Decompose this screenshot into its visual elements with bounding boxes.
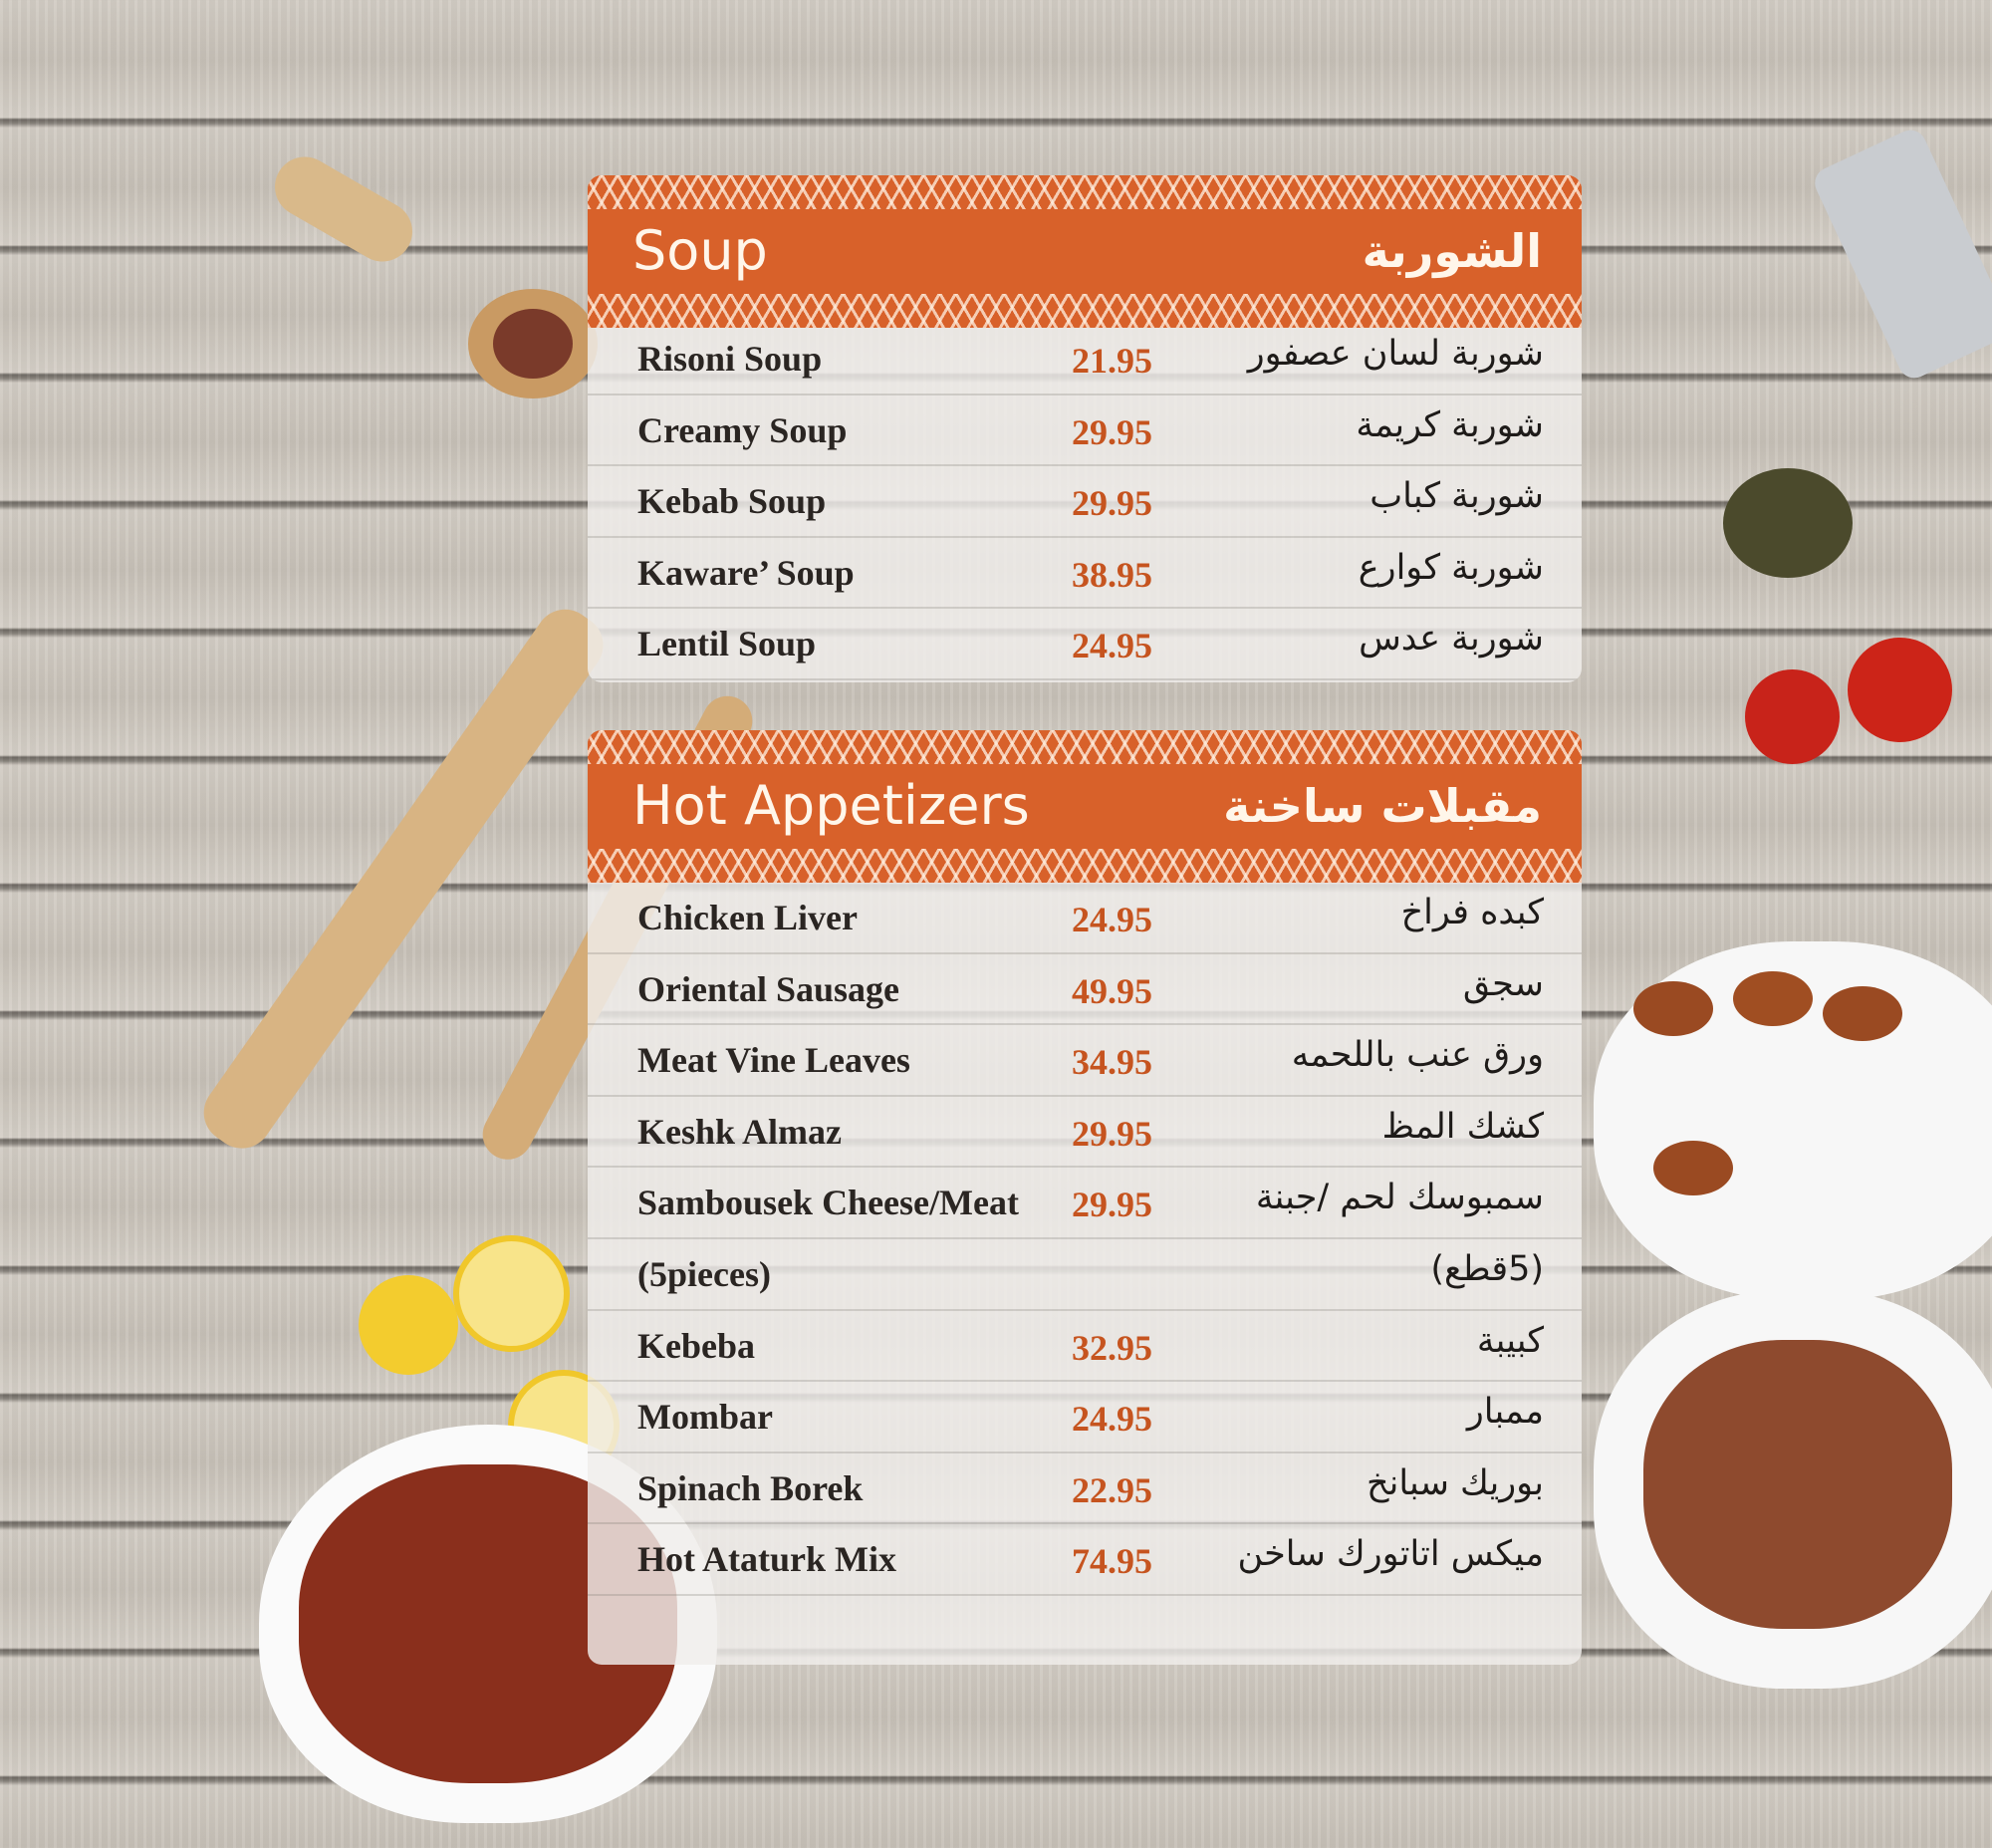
item-name-ar: (5قطع) xyxy=(1430,1248,1544,1289)
item-price: 22.95 xyxy=(1072,1469,1152,1510)
menu-item: Kaware’ Soup 38.95 شوربة كوارع xyxy=(588,538,1582,610)
section-title-ar: مقبلات ساخنة xyxy=(1223,779,1542,833)
menu-item: Hot Ataturk Mix 74.95 ميكس اتاتورك ساخن xyxy=(588,1524,1582,1596)
item-name-en: Risoni Soup xyxy=(637,339,823,379)
section-title-ar: الشوربة xyxy=(1362,224,1542,278)
item-name-ar: شوربة لسان عصفور xyxy=(1247,334,1544,374)
section-header: Hot Appetizers مقبلات ساخنة xyxy=(588,730,1582,883)
lemon-slice-image xyxy=(453,1235,570,1352)
menu-item: Mombar 24.95 ممبار xyxy=(588,1382,1582,1453)
item-name-en: Sambousek Cheese/Meat xyxy=(637,1183,1019,1223)
item-price: 24.95 xyxy=(1072,1399,1152,1440)
item-price: 32.95 xyxy=(1072,1327,1152,1368)
menu-item: Creamy Soup 29.95 شوربة كريمة xyxy=(588,396,1582,467)
item-price: 29.95 xyxy=(1072,411,1152,452)
tomato-image xyxy=(1745,669,1840,764)
item-price: 49.95 xyxy=(1072,970,1152,1011)
item-name-ar: ممبار xyxy=(1466,1392,1544,1433)
menu-list: Risoni Soup 21.95 شوربة لسان عصفور Creamy S… xyxy=(588,324,1582,680)
item-name-ar: شوربة كريمة xyxy=(1356,404,1544,445)
soup-section: Soup الشوربة Risoni Soup 21.95 شوربة لسان … xyxy=(588,175,1582,682)
item-name-ar: بوريك سبانخ xyxy=(1367,1462,1544,1503)
header-pattern xyxy=(588,175,1582,209)
menu-item: Risoni Soup 21.95 شوربة لسان عصفور xyxy=(588,324,1582,396)
menu-item: Kebeba 32.95 كبيبة xyxy=(588,1311,1582,1383)
item-name-en: Kebeba xyxy=(637,1325,756,1366)
item-name-en: Spinach Borek xyxy=(637,1467,864,1508)
tomato-image xyxy=(1848,638,1952,742)
menu-item: Keshk Almaz 29.95 كشك المظ xyxy=(588,1097,1582,1169)
item-name-ar: كبده فراخ xyxy=(1400,893,1544,932)
menu-list: Chicken Liver 24.95 كبده فراخ Oriental Saus… xyxy=(588,883,1582,1596)
menu-item: Oriental Sausage 49.95 سجق xyxy=(588,954,1582,1026)
item-price: 74.95 xyxy=(1072,1541,1152,1582)
item-price: 24.95 xyxy=(1072,900,1152,939)
item-name-en: Oriental Sausage xyxy=(637,968,900,1009)
menu-item: Meat Vine Leaves 34.95 ورق عنب باللحمه xyxy=(588,1025,1582,1097)
item-name-ar: شوربة كوارع xyxy=(1358,547,1544,588)
menu-item: (5pieces) (5قطع) xyxy=(588,1239,1582,1311)
kibbeh-dish-image xyxy=(1594,941,1992,1300)
section-title-en: Hot Appetizers xyxy=(632,774,1030,837)
item-name-en: Lentil Soup xyxy=(637,624,817,664)
meatball-dish-image xyxy=(1594,1290,1992,1689)
section-header: Soup الشوربة xyxy=(588,175,1582,328)
header-pattern xyxy=(588,294,1582,328)
item-name-en: Creamy Soup xyxy=(637,409,848,450)
item-name-ar: سجق xyxy=(1462,963,1544,1004)
menu-item: Spinach Borek 22.95 بوريك سبانخ xyxy=(588,1453,1582,1525)
item-name-ar: شوربة كباب xyxy=(1370,476,1544,517)
lemon-image xyxy=(359,1275,458,1375)
item-price: 29.95 xyxy=(1072,1113,1152,1154)
item-name-ar: ورق عنب باللحمه xyxy=(1291,1035,1544,1076)
menu-item: Lentil Soup 24.95 شوربة عدس xyxy=(588,609,1582,680)
section-title-en: Soup xyxy=(632,219,768,282)
item-price: 21.95 xyxy=(1072,341,1152,381)
menu-item: Sambousek Cheese/Meat 29.95 سمبوسك لحم /جب… xyxy=(588,1168,1582,1239)
item-name-en: (5pieces) xyxy=(637,1253,771,1294)
item-name-en: Meat Vine Leaves xyxy=(637,1040,910,1081)
item-name-en: Kebab Soup xyxy=(637,481,827,522)
item-price: 29.95 xyxy=(1072,1185,1152,1225)
menu-item: Kebab Soup 29.95 شوربة كباب xyxy=(588,466,1582,538)
item-price: 24.95 xyxy=(1072,626,1152,666)
header-pattern xyxy=(588,849,1582,883)
wooden-scoop-image xyxy=(264,145,598,418)
item-name-ar: كبيبة xyxy=(1476,1320,1544,1361)
herbs-image xyxy=(1723,468,1853,578)
hot-appetizers-section: Hot Appetizers مقبلات ساخنة Chicken Live… xyxy=(588,730,1582,1665)
item-price: 34.95 xyxy=(1072,1042,1152,1083)
item-name-en: Keshk Almaz xyxy=(637,1111,843,1152)
item-name-ar: شوربة عدس xyxy=(1359,619,1544,660)
header-pattern xyxy=(588,730,1582,764)
item-name-ar: كشك المظ xyxy=(1381,1106,1544,1147)
item-price: 38.95 xyxy=(1072,554,1152,595)
item-name-en: Kaware’ Soup xyxy=(637,552,855,593)
menu-item: Chicken Liver 24.95 كبده فراخ xyxy=(588,883,1582,954)
item-name-ar: سمبوسك لحم /جبنة xyxy=(1255,1178,1544,1218)
item-name-ar: ميكس اتاتورك ساخن xyxy=(1237,1534,1544,1575)
item-price: 29.95 xyxy=(1072,483,1152,524)
item-name-en: Chicken Liver xyxy=(637,898,858,937)
item-name-en: Hot Ataturk Mix xyxy=(637,1539,896,1580)
item-name-en: Mombar xyxy=(637,1397,773,1438)
